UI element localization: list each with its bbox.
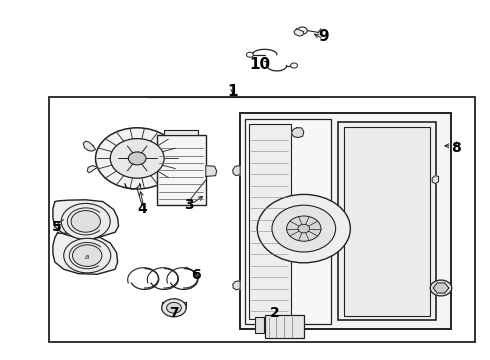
Polygon shape (206, 166, 217, 176)
Circle shape (430, 280, 452, 296)
Bar (157, 135, 206, 205)
Polygon shape (164, 130, 198, 135)
Text: 1: 1 (227, 84, 238, 99)
Polygon shape (53, 232, 118, 274)
Circle shape (257, 194, 350, 263)
Text: 7: 7 (169, 306, 179, 320)
Circle shape (291, 63, 297, 68)
Text: 4: 4 (137, 202, 147, 216)
Polygon shape (292, 128, 304, 138)
Circle shape (96, 128, 179, 189)
Polygon shape (233, 281, 240, 290)
Bar (240, 113, 451, 329)
Text: a: a (85, 255, 89, 260)
Circle shape (73, 245, 102, 266)
Circle shape (272, 205, 336, 252)
Circle shape (167, 302, 181, 313)
Text: 10: 10 (249, 57, 270, 72)
Polygon shape (432, 176, 439, 184)
Circle shape (64, 238, 111, 273)
Polygon shape (433, 283, 449, 293)
Polygon shape (233, 166, 240, 176)
Bar (255, 317, 264, 333)
Text: 2: 2 (270, 306, 279, 320)
Polygon shape (83, 141, 96, 151)
Bar (344, 127, 430, 316)
Circle shape (71, 211, 100, 232)
Polygon shape (53, 200, 119, 238)
Text: 6: 6 (191, 269, 201, 282)
Bar (265, 315, 304, 338)
Polygon shape (87, 166, 98, 173)
Circle shape (246, 52, 253, 57)
Circle shape (110, 139, 164, 178)
Circle shape (287, 216, 321, 241)
Bar (245, 119, 331, 324)
Circle shape (128, 152, 146, 165)
Text: 5: 5 (51, 220, 61, 234)
Polygon shape (294, 29, 304, 36)
Bar (338, 122, 436, 320)
Circle shape (298, 224, 310, 233)
Bar (49, 97, 475, 342)
Circle shape (162, 299, 186, 317)
Text: 8: 8 (451, 141, 461, 154)
Circle shape (297, 27, 307, 34)
Text: 9: 9 (318, 28, 329, 44)
Text: 3: 3 (184, 198, 194, 212)
Circle shape (61, 203, 110, 239)
Bar (249, 124, 291, 319)
